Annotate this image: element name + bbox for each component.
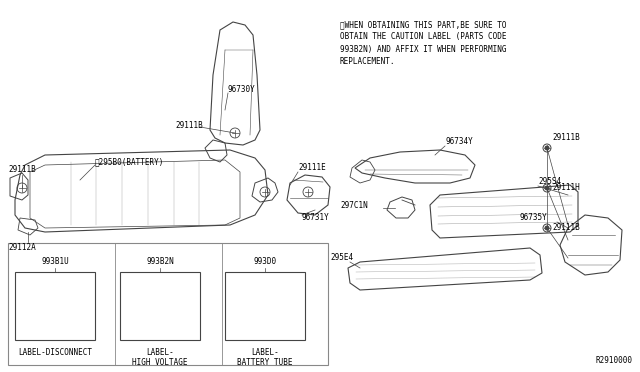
Text: 96735Y: 96735Y xyxy=(520,214,548,222)
Text: 96730Y: 96730Y xyxy=(228,86,256,94)
Text: 29111H: 29111H xyxy=(552,183,580,192)
Text: 29111B: 29111B xyxy=(8,166,36,174)
Bar xyxy=(8,243,328,365)
Text: 993B1U: 993B1U xyxy=(41,257,69,266)
Text: 993B2N: 993B2N xyxy=(146,257,174,266)
Text: 29111B: 29111B xyxy=(552,134,580,142)
Text: 295E4: 295E4 xyxy=(330,253,353,263)
Bar xyxy=(15,272,95,340)
Text: 993D0: 993D0 xyxy=(253,257,276,266)
Text: 29112A: 29112A xyxy=(8,244,36,253)
Text: 295S4: 295S4 xyxy=(538,177,561,186)
Text: R2910000: R2910000 xyxy=(595,356,632,365)
Text: 96731Y: 96731Y xyxy=(302,214,330,222)
Bar xyxy=(225,272,305,340)
Text: LABEL-
BATTERY TUBE: LABEL- BATTERY TUBE xyxy=(237,348,292,368)
Text: 29111E: 29111E xyxy=(298,164,326,173)
Text: 29111B: 29111B xyxy=(175,121,203,129)
Text: 29111B: 29111B xyxy=(552,224,580,232)
Text: 297C1N: 297C1N xyxy=(340,201,368,209)
Text: 96734Y: 96734Y xyxy=(445,138,473,147)
Circle shape xyxy=(545,146,548,150)
Text: LABEL-DISCONNECT: LABEL-DISCONNECT xyxy=(18,348,92,357)
Bar xyxy=(120,272,200,340)
Text: LABEL-
HIGH VOLTAGE: LABEL- HIGH VOLTAGE xyxy=(132,348,188,368)
Text: ※WHEN OBTAINING THIS PART,BE SURE TO
OBTAIN THE CAUTION LABEL (PARTS CODE
993B2N: ※WHEN OBTAINING THIS PART,BE SURE TO OBT… xyxy=(340,20,506,67)
Circle shape xyxy=(545,226,548,230)
Circle shape xyxy=(545,186,548,190)
Text: ※295B0(BATTERY): ※295B0(BATTERY) xyxy=(95,157,164,167)
